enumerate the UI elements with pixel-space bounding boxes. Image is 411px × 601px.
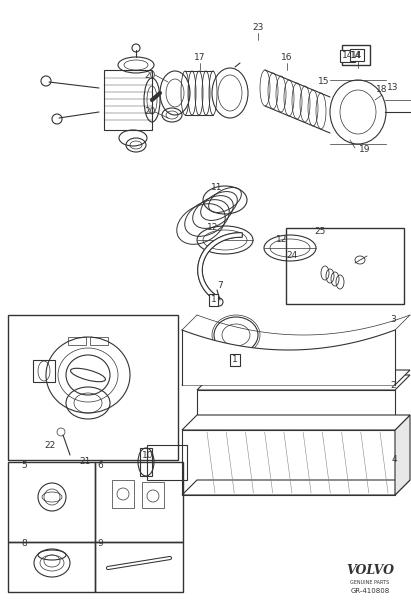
Text: 17: 17 — [352, 50, 364, 59]
Text: 16: 16 — [281, 53, 293, 63]
Text: 12: 12 — [207, 224, 219, 233]
Text: 19: 19 — [359, 145, 371, 154]
Text: 4: 4 — [391, 456, 397, 465]
Bar — [95, 462, 183, 542]
Bar — [8, 542, 95, 592]
Ellipse shape — [52, 114, 62, 124]
Bar — [95, 542, 183, 592]
Bar — [8, 315, 178, 460]
Bar — [33, 360, 55, 382]
Text: 14: 14 — [350, 50, 362, 59]
Text: 23: 23 — [252, 23, 264, 32]
Text: 18: 18 — [376, 85, 388, 94]
Text: VOLVO: VOLVO — [346, 564, 394, 578]
Text: 15: 15 — [318, 78, 330, 87]
Polygon shape — [395, 415, 410, 495]
Ellipse shape — [215, 298, 223, 306]
Bar — [342, 45, 370, 65]
Bar — [104, 70, 152, 130]
Text: 17: 17 — [194, 53, 206, 63]
Bar — [182, 430, 395, 495]
Ellipse shape — [132, 44, 140, 52]
Text: 1: 1 — [211, 296, 217, 305]
Text: 7: 7 — [217, 281, 223, 290]
Text: 2: 2 — [390, 380, 396, 389]
Bar — [147, 445, 187, 480]
Text: 3: 3 — [390, 316, 396, 325]
Text: 10: 10 — [142, 451, 154, 460]
Polygon shape — [197, 375, 410, 390]
Text: 24: 24 — [286, 251, 298, 260]
Bar — [8, 462, 95, 542]
Bar — [142, 482, 164, 508]
Text: 6: 6 — [97, 460, 103, 469]
Text: 11: 11 — [211, 183, 223, 192]
Bar — [140, 448, 152, 476]
Text: 8: 8 — [21, 538, 27, 548]
Bar — [286, 228, 404, 304]
Bar — [112, 480, 134, 508]
Bar — [90, 337, 108, 345]
Text: 21: 21 — [79, 457, 91, 466]
Text: GENUINE PARTS: GENUINE PARTS — [351, 579, 390, 585]
Text: 5: 5 — [21, 460, 27, 469]
Text: 1: 1 — [232, 356, 238, 364]
Text: GR-410808: GR-410808 — [350, 588, 390, 594]
Bar — [197, 390, 395, 420]
Text: 13: 13 — [387, 84, 399, 93]
Text: 20: 20 — [144, 108, 156, 117]
Text: 14: 14 — [351, 50, 363, 59]
Bar — [68, 337, 86, 345]
Polygon shape — [182, 415, 410, 430]
Ellipse shape — [41, 76, 51, 86]
Text: 14: 14 — [342, 52, 353, 61]
Text: 12: 12 — [276, 236, 288, 245]
Text: 25: 25 — [314, 228, 326, 237]
Text: 9: 9 — [97, 538, 103, 548]
Text: 20: 20 — [144, 70, 156, 79]
Polygon shape — [182, 370, 410, 385]
Text: 22: 22 — [44, 441, 55, 450]
